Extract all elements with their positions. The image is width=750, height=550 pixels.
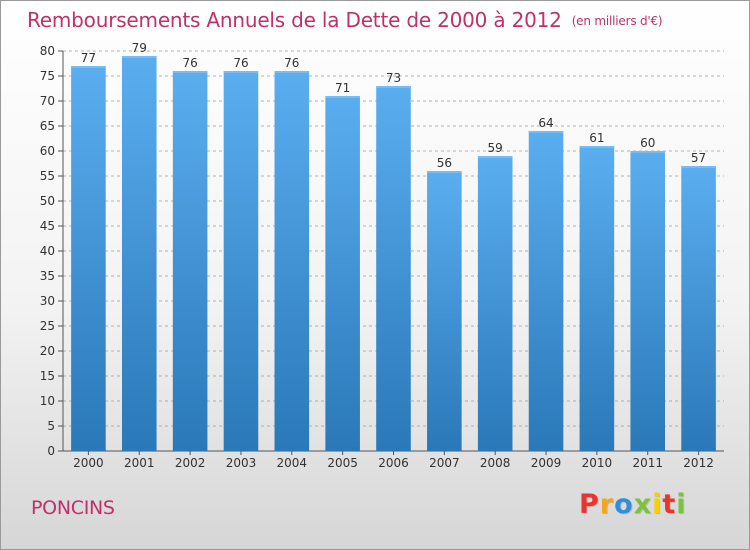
data-label-2004: 76: [284, 56, 299, 70]
logo-letter: r: [599, 489, 615, 520]
bar-highlight: [325, 96, 360, 98]
bar-2005: [325, 96, 360, 451]
data-label-2012: 57: [691, 151, 706, 165]
data-labels: 77 79 76 76 76 71 73 56 59 64 61 60 57: [81, 41, 706, 170]
data-label-2003: 76: [233, 56, 248, 70]
y-tick-label: 20: [40, 344, 55, 358]
x-tick-label-2002: 2002: [175, 456, 206, 470]
y-tick-label: 40: [40, 244, 55, 258]
data-label-2006: 73: [386, 71, 401, 85]
data-label-2001: 79: [132, 41, 147, 55]
bar-highlight: [579, 146, 615, 148]
y-tick-label: 15: [40, 369, 55, 383]
data-label-2008: 59: [488, 141, 503, 155]
x-tick-label-2012: 2012: [683, 456, 714, 470]
y-tick-label: 45: [40, 219, 55, 233]
x-tick-label-2001: 2001: [124, 456, 155, 470]
bar-highlight: [427, 171, 462, 173]
bar-2012: [681, 166, 716, 451]
y-tick-label: 55: [40, 169, 55, 183]
bar-2011: [630, 151, 666, 451]
bar-2006: [376, 86, 411, 451]
bar-2004: [274, 71, 310, 451]
y-tick-label: 60: [40, 144, 55, 158]
data-label-2011: 60: [640, 136, 655, 150]
data-label-2007: 56: [437, 156, 452, 170]
data-label-2000: 77: [81, 51, 96, 65]
y-tick-label: 5: [47, 419, 55, 433]
town-name: PONCINS: [31, 497, 115, 519]
y-tick-label: 35: [40, 269, 55, 283]
y-tick-label: 50: [40, 194, 55, 208]
data-label-2005: 71: [335, 81, 350, 95]
logo-letter: i: [652, 489, 663, 520]
y-tick-label: 65: [40, 119, 55, 133]
x-tick-label-2007: 2007: [429, 456, 460, 470]
bar-highlight: [376, 86, 411, 88]
x-tick-label-2011: 2011: [632, 456, 663, 470]
bar-highlight: [477, 156, 513, 158]
bar-highlight: [274, 71, 310, 73]
bar-highlight: [681, 166, 716, 168]
x-tick-label-2009: 2009: [531, 456, 562, 470]
x-tick-label-2003: 2003: [226, 456, 257, 470]
chart-unit: (en milliers d'€): [571, 14, 663, 28]
x-tick-label-2000: 2000: [73, 456, 104, 470]
bar-highlight: [71, 66, 106, 68]
bar-highlight: [630, 151, 666, 153]
y-tick-label: 25: [40, 319, 55, 333]
logo-letter: i: [676, 489, 687, 520]
x-tick-labels: 2000 2001 2002 2003 2004 2005 2006 2007 2008 2009…: [73, 451, 714, 470]
y-tick-label: 30: [40, 294, 55, 308]
bar-2010: [579, 146, 615, 451]
x-tick-label-2010: 2010: [582, 456, 613, 470]
y-tick-label: 75: [40, 69, 55, 83]
x-tick-label-2008: 2008: [480, 456, 511, 470]
logo-letter: x: [633, 489, 653, 520]
logo-letter: P: [579, 489, 600, 520]
y-tick-label: 70: [40, 94, 55, 108]
logo-letter: o: [614, 489, 634, 520]
bar-2001: [121, 56, 157, 451]
logo-letter: t: [662, 489, 677, 520]
bar-2000: [71, 66, 106, 451]
bars: [71, 56, 716, 451]
x-tick-label-2004: 2004: [277, 456, 308, 470]
bar-highlight: [528, 131, 564, 133]
x-tick-label-2006: 2006: [378, 456, 409, 470]
y-tick-label: 0: [47, 444, 55, 458]
y-tick-labels: 0 5 10 15 20 25 30 35 40 45 50 55 60 65 70 75 80: [40, 44, 55, 458]
proxiti-logo[interactable]: Proxiti: [579, 489, 687, 520]
bar-highlight: [172, 71, 208, 73]
bar-2003: [223, 71, 259, 451]
chart-title: Remboursements Annuels de la Dette de 20…: [27, 8, 663, 32]
bar-2008: [477, 156, 513, 451]
y-tick-label: 80: [40, 44, 55, 58]
data-label-2002: 76: [182, 56, 197, 70]
data-label-2009: 64: [538, 116, 553, 130]
x-tick-label-2005: 2005: [327, 456, 358, 470]
bar-2009: [528, 131, 564, 451]
chart-title-text: Remboursements Annuels de la Dette de 20…: [27, 8, 562, 32]
y-tick-label: 10: [40, 394, 55, 408]
bar-2007: [427, 171, 462, 451]
bar-highlight: [121, 56, 157, 58]
bar-2002: [172, 71, 208, 451]
data-label-2010: 61: [589, 131, 604, 145]
bar-highlight: [223, 71, 259, 73]
